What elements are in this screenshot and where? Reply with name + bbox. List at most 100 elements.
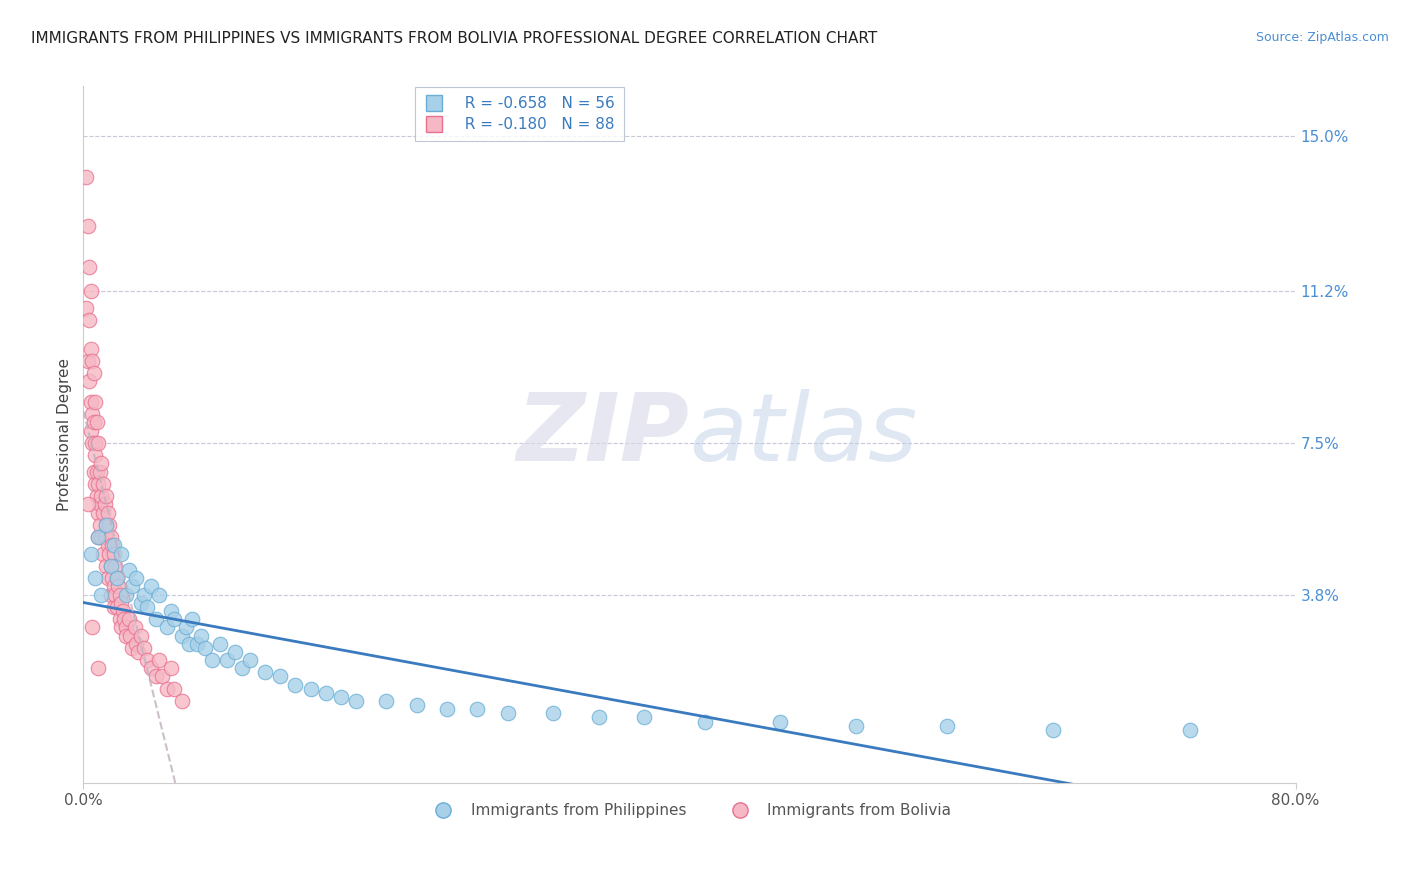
Point [136,653,159,667]
Point [94,517,117,532]
Point [103,538,125,552]
Point [588,710,610,724]
Point [83,416,105,430]
Point [89,517,111,532]
Point [201,653,224,667]
Point [170,694,193,708]
Point [100,530,122,544]
Y-axis label: Professional Degree: Professional Degree [58,359,72,511]
Point [93,497,115,511]
Point [284,678,307,692]
Point [108,588,131,602]
Point [193,640,215,655]
Point [94,489,117,503]
Point [89,465,111,479]
Point [633,710,655,724]
Point [84,448,107,462]
Point [75,301,97,315]
Point [121,640,143,655]
Point [104,558,127,573]
Point [76,354,98,368]
Point [91,547,114,561]
Point [224,645,246,659]
Point [145,612,167,626]
Point [110,596,132,610]
Point [103,579,125,593]
Point [208,637,231,651]
Point [103,547,125,561]
Point [104,588,127,602]
Point [84,571,107,585]
Point [101,571,124,585]
Point [75,169,97,184]
Point [129,628,152,642]
Point [125,637,148,651]
Text: ZIP: ZIP [516,389,689,481]
Point [845,719,868,733]
Point [87,661,110,675]
Point [541,706,564,721]
Point [93,530,115,544]
Point [163,681,186,696]
Point [254,665,277,680]
Point [148,653,170,667]
Point [105,571,128,585]
Point [176,620,198,634]
Point [145,669,167,683]
Point [186,637,208,651]
Point [96,571,118,585]
Point [82,354,104,368]
Point [160,604,183,618]
Point [82,407,104,421]
Point [87,530,110,544]
Point [89,497,111,511]
Point [87,506,110,520]
Point [91,476,114,491]
Point [231,661,253,675]
Text: Source: ZipAtlas.com: Source: ZipAtlas.com [1256,31,1389,45]
Point [80,547,103,561]
Point [86,416,108,430]
Point [118,563,141,577]
Point [87,476,110,491]
Point [156,681,179,696]
Point [105,571,128,585]
Point [190,628,212,642]
Point [79,313,101,327]
Point [114,620,136,634]
Point [769,714,792,729]
Point [124,620,146,634]
Point [94,517,117,532]
Point [87,530,110,544]
Point [111,604,134,618]
Point [108,612,131,626]
Point [84,476,107,491]
Point [1042,723,1064,737]
Point [217,653,239,667]
Point [83,465,105,479]
Point [405,698,427,713]
Point [120,628,142,642]
Point [76,497,98,511]
Point [114,588,136,602]
Point [125,571,148,585]
Point [84,395,107,409]
Point [86,465,108,479]
Point [96,538,118,552]
Point [110,620,132,634]
Point [96,506,118,520]
Point [90,456,112,470]
Point [170,628,193,642]
Point [80,424,103,438]
Point [84,436,107,450]
Point [465,702,488,716]
Point [90,530,112,544]
Point [114,628,136,642]
Point [132,588,155,602]
Point [299,681,322,696]
Text: atlas: atlas [689,389,918,480]
Point [148,588,170,602]
Point [110,547,132,561]
Point [136,599,159,614]
Point [936,719,959,733]
